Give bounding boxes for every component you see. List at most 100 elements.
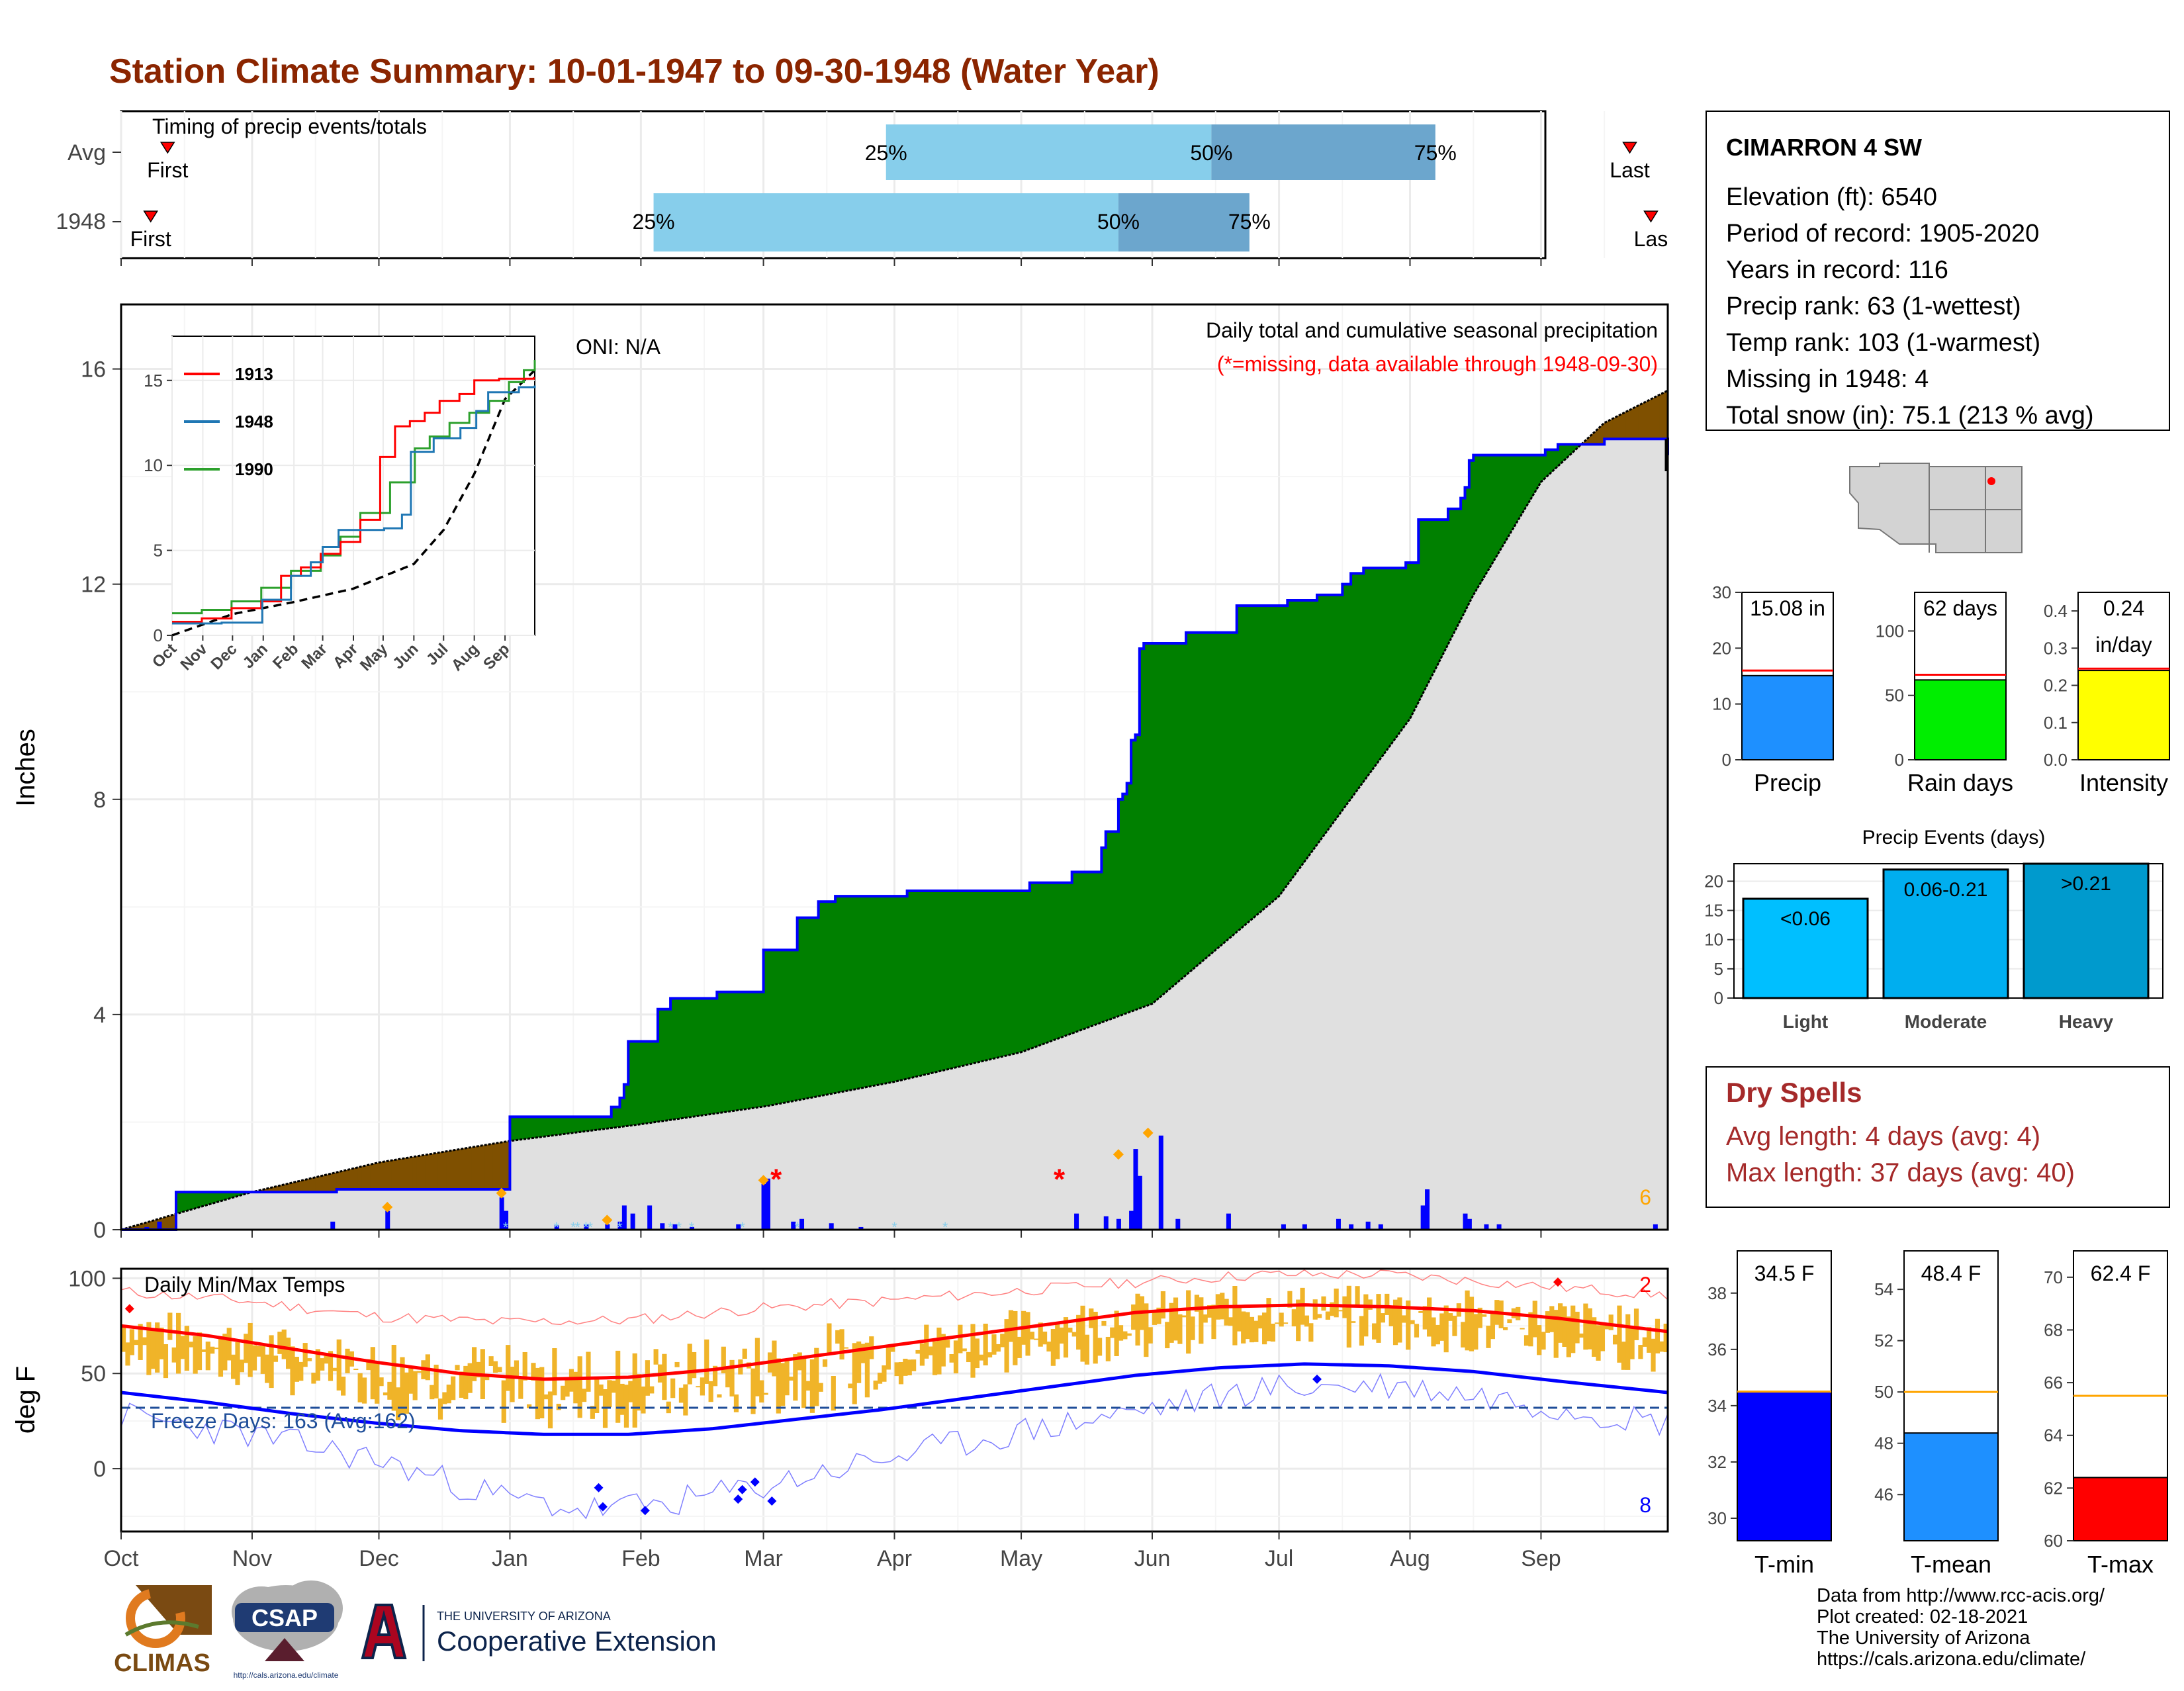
daily-precip-bar bbox=[385, 1211, 390, 1230]
daily-temp-bar bbox=[433, 1364, 439, 1398]
precip-subtitle: Daily total and cumulative seasonal prec… bbox=[1206, 318, 1658, 342]
below-normal-fill bbox=[328, 1173, 333, 1193]
below-normal-fill bbox=[281, 1184, 287, 1193]
daily-temp-bar bbox=[754, 1338, 760, 1396]
precip-y-axis-label: Inches bbox=[11, 729, 40, 807]
daily-temp-bar bbox=[932, 1341, 938, 1375]
month-label-Jan: Jan bbox=[492, 1546, 528, 1571]
above-normal-fill bbox=[210, 1192, 215, 1205]
temp-y-tick-label: 100 bbox=[68, 1266, 106, 1291]
daily-temp-bar bbox=[1363, 1294, 1369, 1337]
above-normal-fill bbox=[1186, 632, 1191, 976]
daily-temp-bar bbox=[281, 1329, 287, 1359]
daily-temp-bar bbox=[1249, 1316, 1255, 1343]
above-normal-fill bbox=[1296, 600, 1301, 874]
above-normal-fill bbox=[547, 1117, 553, 1136]
csap-url: http://cals.arizona.edu/climate bbox=[234, 1670, 339, 1680]
above-normal-fill bbox=[797, 917, 802, 1101]
above-normal-fill bbox=[1232, 632, 1238, 936]
timing-label: Timing of precip events/totals bbox=[152, 114, 427, 138]
below-normal-fill bbox=[1642, 401, 1647, 439]
inset-normal-line bbox=[171, 369, 536, 637]
below-normal-fill bbox=[1617, 414, 1622, 439]
above-normal-fill bbox=[793, 950, 798, 1101]
above-normal-fill bbox=[886, 896, 891, 1083]
below-normal-fill bbox=[1592, 430, 1597, 445]
daily-temp-bar bbox=[256, 1346, 261, 1357]
below-normal-fill bbox=[1629, 408, 1635, 439]
month-label-Sep: Sep bbox=[1521, 1546, 1561, 1571]
below-normal-fill bbox=[320, 1175, 325, 1193]
snowfall-marker: * bbox=[689, 1219, 695, 1236]
freeze-days-label: Freeze Days: 163 (Avg:162) bbox=[151, 1409, 416, 1433]
mini-bar-tick-label: 100 bbox=[1876, 621, 1904, 641]
mini-bar-tick-label: 0.0 bbox=[2044, 750, 2068, 770]
above-normal-fill bbox=[1300, 600, 1305, 868]
daily-temp-bar bbox=[1562, 1306, 1567, 1348]
inset-y-tick-label: 10 bbox=[144, 455, 163, 475]
above-normal-fill bbox=[1359, 573, 1364, 788]
daily-temp-bar bbox=[1046, 1342, 1052, 1352]
daily-temp-bar bbox=[940, 1334, 946, 1367]
events-tick-label: 5 bbox=[1714, 959, 1723, 979]
temp-bar-label-T-mean: T-mean bbox=[1911, 1551, 1991, 1578]
mini-bar-tick-label: 0.4 bbox=[2044, 601, 2068, 621]
daily-temp-bar bbox=[1359, 1316, 1365, 1346]
timing-last-marker-year bbox=[1643, 210, 1659, 223]
daily-temp-bar bbox=[1482, 1314, 1487, 1317]
above-normal-fill bbox=[1160, 643, 1165, 997]
above-normal-fill bbox=[738, 991, 743, 1111]
daily-temp-bar bbox=[497, 1367, 502, 1373]
above-normal-fill bbox=[1511, 455, 1516, 531]
daily-temp-bar bbox=[649, 1386, 655, 1394]
above-normal-fill bbox=[700, 998, 705, 1116]
daily-temp-bar bbox=[751, 1368, 756, 1414]
daily-temp-bar bbox=[991, 1334, 997, 1355]
daily-temp-bar bbox=[1156, 1307, 1161, 1324]
above-normal-fill bbox=[1042, 882, 1047, 1044]
daily-temp-bar bbox=[945, 1340, 950, 1348]
above-normal-fill bbox=[1312, 600, 1318, 850]
daily-temp-bar bbox=[1279, 1312, 1284, 1327]
timing-p25-label-year: 25% bbox=[633, 210, 675, 234]
above-normal-fill bbox=[780, 950, 786, 1104]
oni-label: ONI: N/A bbox=[576, 335, 661, 359]
daily-temp-bar bbox=[788, 1376, 794, 1381]
snow-depth-marker bbox=[496, 1187, 507, 1199]
daily-precip-bar bbox=[605, 1224, 610, 1230]
daily-temp-bar bbox=[1325, 1311, 1330, 1320]
above-normal-fill bbox=[873, 896, 878, 1086]
daily-temp-bar bbox=[953, 1340, 959, 1374]
temp-bar-tick-label: 62 bbox=[2044, 1478, 2063, 1498]
below-normal-fill bbox=[294, 1181, 299, 1193]
daily-temp-bar bbox=[1076, 1314, 1081, 1350]
daily-temp-bar bbox=[1068, 1327, 1073, 1333]
above-normal-fill bbox=[573, 1117, 578, 1133]
daily-precip-bar bbox=[1175, 1218, 1181, 1230]
above-normal-fill bbox=[827, 901, 832, 1095]
daily-temp-bar bbox=[936, 1327, 942, 1375]
daily-temp-bar bbox=[526, 1404, 532, 1408]
daily-temp-bar bbox=[860, 1344, 866, 1363]
daily-temp-bar bbox=[1304, 1315, 1310, 1327]
daily-temp-bar bbox=[1211, 1304, 1216, 1340]
above-normal-fill bbox=[1401, 568, 1406, 731]
month-label-Mar: Mar bbox=[744, 1546, 783, 1571]
daily-temp-bar bbox=[430, 1385, 435, 1400]
above-normal-fill bbox=[662, 1009, 667, 1121]
below-normal-fill bbox=[332, 1172, 338, 1193]
above-normal-fill bbox=[974, 890, 979, 1064]
temp-bar-T-min bbox=[1737, 1391, 1832, 1541]
above-normal-fill bbox=[1392, 568, 1398, 742]
below-normal-fill bbox=[361, 1165, 367, 1190]
above-normal-fill bbox=[1177, 643, 1183, 983]
events-tick-label: 20 bbox=[1704, 871, 1723, 891]
daily-temp-bar bbox=[678, 1387, 684, 1403]
credit-line-1: Data from http://www.rcc-acis.org/ bbox=[1817, 1585, 2105, 1606]
above-normal-fill bbox=[561, 1117, 566, 1135]
above-normal-fill bbox=[1101, 847, 1107, 1023]
below-normal-fill bbox=[387, 1160, 392, 1190]
daily-temp-bar bbox=[248, 1322, 253, 1377]
daily-temp-bar bbox=[315, 1349, 320, 1381]
above-normal-fill bbox=[852, 896, 857, 1090]
